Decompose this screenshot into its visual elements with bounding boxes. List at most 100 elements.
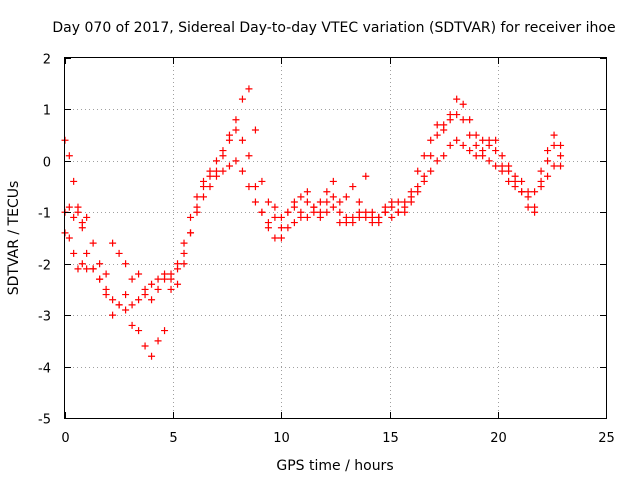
data-point xyxy=(388,203,396,211)
data-point xyxy=(342,193,350,201)
data-point xyxy=(388,213,396,221)
data-point xyxy=(323,188,331,196)
data-point xyxy=(232,116,240,124)
data-point xyxy=(245,152,253,160)
data-point xyxy=(102,270,110,278)
data-point xyxy=(303,198,311,206)
data-point xyxy=(122,291,130,299)
data-point xyxy=(433,121,441,129)
data-point xyxy=(420,152,428,160)
data-point xyxy=(537,183,545,191)
data-point xyxy=(238,95,246,103)
data-point xyxy=(78,260,86,268)
data-point xyxy=(258,208,266,216)
data-point xyxy=(368,219,376,227)
data-point xyxy=(290,198,298,206)
data-point xyxy=(329,203,337,211)
data-point xyxy=(310,208,318,216)
data-point xyxy=(472,141,480,149)
y-axis-label: SDTVAR / TECUs xyxy=(6,181,22,296)
data-point xyxy=(83,249,91,257)
data-point xyxy=(511,183,519,191)
data-point xyxy=(349,183,357,191)
data-point xyxy=(89,265,97,273)
data-point xyxy=(479,136,487,144)
data-point xyxy=(381,208,389,216)
data-point xyxy=(531,208,539,216)
data-point xyxy=(466,131,474,139)
data-point xyxy=(414,188,422,196)
data-point xyxy=(122,306,130,314)
data-point xyxy=(251,183,259,191)
data-point xyxy=(466,147,474,155)
data-point xyxy=(459,116,467,124)
data-point xyxy=(453,95,461,103)
data-point xyxy=(96,260,104,268)
data-point xyxy=(277,224,285,232)
data-point xyxy=(115,301,123,309)
data-point xyxy=(206,183,214,191)
data-point xyxy=(349,219,357,227)
y-tick-label: -1 xyxy=(38,207,51,222)
data-point xyxy=(89,239,97,247)
data-point xyxy=(212,157,220,165)
data-point xyxy=(141,342,149,350)
data-point xyxy=(498,152,506,160)
data-point xyxy=(74,208,82,216)
data-point xyxy=(180,239,188,247)
data-point xyxy=(135,270,143,278)
x-tick-label: 15 xyxy=(382,431,399,446)
x-axis-label: GPS time / hours xyxy=(276,458,393,474)
data-point xyxy=(65,203,73,211)
data-point xyxy=(193,208,201,216)
data-point xyxy=(70,177,78,185)
data-point xyxy=(238,136,246,144)
data-point xyxy=(251,126,259,134)
x-tick-label: 25 xyxy=(598,431,615,446)
data-point xyxy=(316,198,324,206)
data-point xyxy=(557,141,565,149)
data-point xyxy=(193,193,201,201)
data-point xyxy=(433,157,441,165)
data-point xyxy=(65,234,73,242)
data-point xyxy=(65,152,73,160)
data-point xyxy=(232,126,240,134)
data-point xyxy=(505,167,513,175)
data-point xyxy=(433,131,441,139)
data-point xyxy=(148,280,156,288)
data-point xyxy=(362,213,370,221)
data-point xyxy=(537,167,545,175)
data-point xyxy=(544,172,552,180)
data-point xyxy=(219,147,227,155)
data-point xyxy=(238,167,246,175)
data-point xyxy=(329,177,337,185)
data-point xyxy=(316,213,324,221)
data-point xyxy=(212,172,220,180)
x-tick-label: 0 xyxy=(61,431,69,446)
data-point xyxy=(167,285,175,293)
data-point xyxy=(459,141,467,149)
data-point xyxy=(550,162,558,170)
data-point xyxy=(251,198,259,206)
data-point xyxy=(446,111,454,119)
data-point xyxy=(407,193,415,201)
data-point xyxy=(102,291,110,299)
x-tick-label: 5 xyxy=(169,431,177,446)
data-point xyxy=(550,141,558,149)
data-point xyxy=(297,213,305,221)
chart-title: Day 070 of 2017, Sidereal Day-to-day VTE… xyxy=(52,20,615,36)
data-point xyxy=(394,198,402,206)
data-point xyxy=(323,208,331,216)
data-point xyxy=(427,167,435,175)
data-point xyxy=(109,311,117,319)
series-3 xyxy=(61,136,565,360)
data-point xyxy=(453,136,461,144)
data-point xyxy=(323,198,331,206)
y-tick-label: -3 xyxy=(38,310,51,325)
data-point xyxy=(336,219,344,227)
data-point xyxy=(440,152,448,160)
data-point xyxy=(174,265,182,273)
data-point xyxy=(531,188,539,196)
